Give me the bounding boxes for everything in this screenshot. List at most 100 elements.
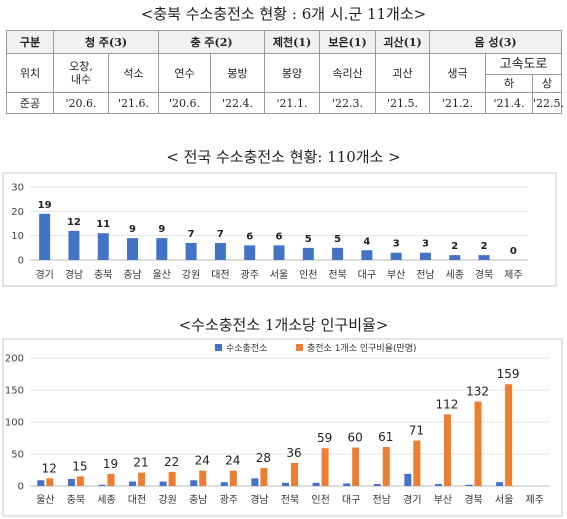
header-cell-category: 구분 (6, 30, 54, 54)
x-tick-label: 대구 (342, 494, 360, 506)
chart1-title: < 전국 수소충전소 현황: 110개소 > (166, 148, 401, 166)
data-label: 12 (42, 461, 57, 475)
data-label: 5 (334, 234, 341, 245)
data-label: 112 (435, 397, 458, 411)
data-label: 60 (348, 431, 363, 445)
data-label: 2 (451, 241, 458, 252)
bar-stations (251, 478, 259, 486)
bar-stations (343, 483, 351, 486)
bar (68, 230, 80, 260)
data-label: 6 (276, 231, 283, 242)
data-label: 22 (164, 455, 179, 469)
location-cell: 괴산 (375, 53, 431, 93)
data-label: 19 (103, 457, 118, 471)
x-tick-label: 전남 (416, 269, 434, 281)
header-cell-cheongju: 청 주(3) (52, 30, 160, 54)
completion-cell: '22.5. (532, 92, 564, 114)
completion-cell: '21.2. (429, 92, 487, 114)
population-ratio-bar-chart: 0 50 100 150 200 수소충전소 충전소 1개소 인구비율(만명) 12 울산 15 충… (2, 338, 563, 517)
y-tick-label: 20 (11, 207, 24, 218)
bar (39, 213, 51, 260)
row-label-completion: 준공 (6, 92, 54, 114)
highway-down-label: 하 (485, 74, 534, 93)
data-label: 2 (481, 241, 488, 252)
legend-label-ratio: 충전소 1개소 인구비율(만명) (307, 343, 417, 354)
table-header-row: 구분 청 주(3) 충 주(2) 제천(1) 보은(1) 괴산(1) 음 성(3… (6, 30, 563, 54)
bar-stations (282, 482, 289, 486)
bar (302, 247, 314, 260)
x-tick-label: 세종 (446, 269, 464, 281)
y-tick-label: 30 (11, 183, 24, 194)
x-tick-label: 충남 (189, 494, 207, 506)
data-label: 71 (409, 424, 424, 438)
bar-stations (465, 484, 473, 486)
data-label: 28 (256, 451, 271, 465)
x-tick-label: 제주 (526, 494, 544, 506)
bar-stations (373, 484, 381, 486)
y-tick-label: 0 (18, 482, 24, 493)
bar (185, 242, 197, 260)
data-label: 3 (393, 239, 400, 250)
bar (97, 233, 109, 260)
bar-ratio (76, 476, 84, 486)
bar (244, 245, 256, 260)
data-label: 9 (129, 224, 136, 235)
bar (361, 250, 373, 260)
x-tick-label: 대전 (211, 269, 229, 281)
bar-stations (67, 478, 75, 486)
data-label: 11 (96, 219, 110, 230)
data-label: 24 (195, 454, 210, 468)
legend-swatch-ratio (296, 344, 303, 351)
x-tick-label: 경기 (35, 268, 53, 281)
data-label: 61 (378, 430, 393, 444)
location-cell: 석소 (107, 53, 160, 93)
bar (478, 255, 490, 260)
bar-stations (129, 481, 137, 486)
x-tick-label: 부산 (434, 494, 452, 506)
bar-ratio (260, 468, 268, 486)
table-row-location: 위치 오창, 내수 석소 연수 봉방 봉양 속리산 괴산 생극 고속도로 (6, 53, 563, 93)
data-label: 4 (363, 236, 370, 247)
bar-ratio (382, 446, 390, 486)
x-tick-label: 경남 (65, 268, 83, 281)
completion-cell: '21.6. (107, 92, 160, 114)
data-label: 21 (133, 456, 148, 470)
bar-ratio (413, 440, 421, 486)
data-label: 15 (72, 459, 87, 473)
x-tick-label: 전남 (373, 494, 391, 506)
bar-ratio (107, 473, 115, 486)
location-cell: 생극 (429, 53, 487, 93)
bar-stations (404, 473, 412, 486)
x-tick-label: 인천 (299, 269, 317, 281)
table-row-completion: 준공 '20.6. '21.6. '20.6. '22.4. '21.1. '2… (6, 92, 564, 114)
x-tick-label: 대구 (358, 269, 376, 281)
chungbuk-station-table: 구분 청 주(3) 충 주(2) 제천(1) 보은(1) 괴산(1) 음 성(3… (6, 30, 564, 114)
y-tick-label: 0 (18, 256, 24, 267)
bar-ratio (505, 384, 513, 486)
y-tick-label: 100 (5, 418, 24, 429)
data-label: 12 (67, 217, 81, 228)
x-tick-label: 부산 (387, 269, 405, 281)
bar (332, 247, 344, 260)
bar-ratio (352, 447, 360, 486)
bar-stations (190, 480, 198, 486)
chart1-frame (2, 172, 557, 287)
y-tick-label: 200 (5, 354, 24, 365)
completion-cell: '20.6. (53, 92, 109, 114)
y-tick-label: 150 (5, 386, 24, 397)
page-title: <충북 수소충전소 현황 : 6개 시.군 11개소> (140, 5, 427, 23)
data-label: 19 (38, 200, 52, 211)
x-tick-label: 충북 (94, 269, 112, 281)
x-tick-label: 울산 (153, 269, 171, 281)
bar-stations (98, 484, 106, 486)
header-cell-boeun: 보은(1) (319, 30, 377, 54)
x-tick-label: 경북 (464, 493, 482, 506)
bar-ratio (199, 470, 207, 486)
bar-stations (37, 480, 45, 486)
bar (390, 252, 402, 260)
bar (449, 255, 461, 260)
x-tick-label: 세종 (97, 494, 115, 506)
bar-ratio (46, 478, 54, 486)
bar (419, 252, 431, 260)
x-tick-label: 제주 (504, 269, 522, 281)
